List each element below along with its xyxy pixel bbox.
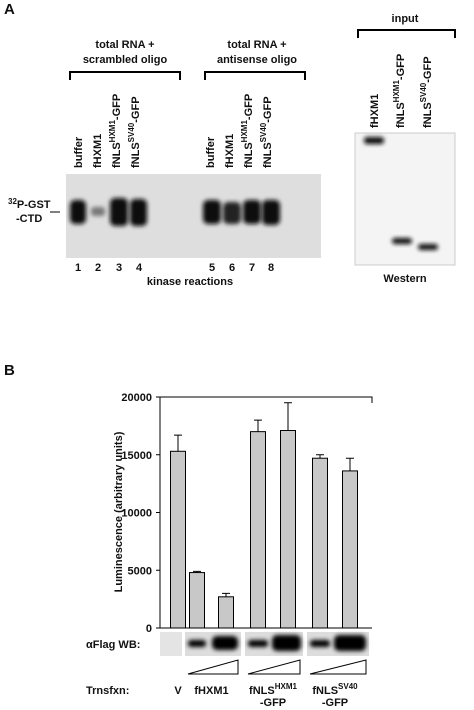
label-part: fHXM1 <box>369 94 381 128</box>
lane-label: buffer <box>73 136 85 168</box>
lane-label: fNLSSV40-GFP <box>259 96 274 168</box>
bracket <box>69 29 456 80</box>
label-part: -GFP <box>260 697 286 709</box>
lane-label: fNLSHXM1-GFP <box>392 54 407 128</box>
label-part: -GFP <box>111 94 123 120</box>
x-tick-label: fHXM1 <box>194 685 228 697</box>
lane-number: 1 <box>75 262 81 274</box>
y-tick-label: 15000 <box>121 450 152 462</box>
label-part: -GFP <box>322 697 348 709</box>
western-image <box>354 132 456 266</box>
label-part: fNLS <box>312 685 338 697</box>
y-tick-label: 5000 <box>128 565 152 577</box>
label-part: fNLS <box>130 142 142 168</box>
label-part: fNLS <box>262 142 274 168</box>
probe-label: 32P-GST <box>8 197 51 211</box>
lane-label: fNLSHXM1-GFP <box>240 94 255 168</box>
lane-label: fNLSSV40-GFP <box>127 96 142 168</box>
y-axis-title: Luminescence (arbitrary units) <box>113 431 125 592</box>
error-bar <box>346 457 354 471</box>
lane-label: fHXM1 <box>369 94 381 128</box>
label-part: buffer <box>73 136 85 168</box>
label-part: -GFP <box>243 94 255 120</box>
error-bar <box>193 570 201 573</box>
dose-wedge <box>187 659 367 675</box>
bar <box>250 431 266 629</box>
error-bar <box>254 419 262 432</box>
gel-image <box>66 174 321 258</box>
error-bar <box>174 434 182 452</box>
lane-number: 4 <box>136 262 143 274</box>
probe-label: -CTD <box>16 213 42 225</box>
x-tick-label: fNLSSV40 -GFP <box>312 682 358 709</box>
western-label: Western <box>383 273 426 285</box>
lane-label: buffer <box>205 136 217 168</box>
group-title: total RNA + <box>227 39 286 51</box>
plot-frame <box>159 396 373 628</box>
wb-label: αFlag WB: <box>86 639 140 651</box>
panel-label: B <box>4 362 15 379</box>
lane-label: fNLSHXM1-GFP <box>108 94 123 168</box>
lane-number: 7 <box>249 262 255 274</box>
label-part: fHXM1 <box>92 134 104 168</box>
lane-number: 5 <box>209 262 215 274</box>
lane-label: fHXM1 <box>224 134 236 168</box>
input-title: input <box>392 13 419 25</box>
error-bar <box>222 592 230 597</box>
label-part: SV40 <box>338 682 358 691</box>
label-part: SV40 <box>127 122 136 142</box>
label-part: HXM1 <box>240 120 249 143</box>
lane-label: fNLSSV40-GFP <box>419 56 434 128</box>
label-part: HXM1 <box>275 682 298 691</box>
bar <box>280 429 296 629</box>
wb-strip <box>160 632 369 656</box>
bar <box>218 596 234 629</box>
label-part: fHXM1 <box>224 134 236 168</box>
lane-number: 3 <box>116 262 122 274</box>
label-part: fHXM1 <box>194 685 228 697</box>
label-part: HXM1 <box>392 80 401 103</box>
label-part: SV40 <box>259 122 268 142</box>
bar <box>170 450 186 629</box>
panel-label: A <box>4 1 15 18</box>
y-tick-label: 20000 <box>121 392 152 404</box>
label-part: fNLS <box>243 142 255 168</box>
group-title: scrambled oligo <box>83 54 168 66</box>
lane-label: fHXM1 <box>92 134 104 168</box>
kinase-label: kinase reactions <box>147 276 233 288</box>
y-tick-label: 0 <box>146 623 152 635</box>
label-part: -GFP <box>262 96 274 122</box>
label-part: fNLS <box>111 142 123 168</box>
label-part: -GFP <box>422 56 434 82</box>
label-part: HXM1 <box>108 120 117 143</box>
label-part: fNLS <box>422 102 434 128</box>
bar <box>312 457 328 629</box>
group-title: antisense oligo <box>217 54 297 66</box>
label-part: -GFP <box>395 54 407 80</box>
x-tick-label: V <box>174 685 182 697</box>
label-part: -GFP <box>130 96 142 122</box>
lane-number: 2 <box>95 262 101 274</box>
error-bar <box>316 454 324 459</box>
lane-number: 8 <box>268 262 274 274</box>
y-tick-label: 10000 <box>121 508 152 520</box>
group-title: total RNA + <box>95 39 154 51</box>
label-part: fNLS <box>249 685 275 697</box>
lane-number: 6 <box>229 262 235 274</box>
label-part: V <box>174 685 182 697</box>
error-bar <box>284 402 292 431</box>
x-tick-label: fNLSHXM1 -GFP <box>249 682 297 709</box>
label-part: SV40 <box>419 82 428 102</box>
x-axis-title: Trnsfxn: <box>86 685 129 697</box>
bar <box>189 572 205 629</box>
bar <box>342 470 358 629</box>
label-part: fNLS <box>395 102 407 128</box>
label-part: buffer <box>205 136 217 168</box>
